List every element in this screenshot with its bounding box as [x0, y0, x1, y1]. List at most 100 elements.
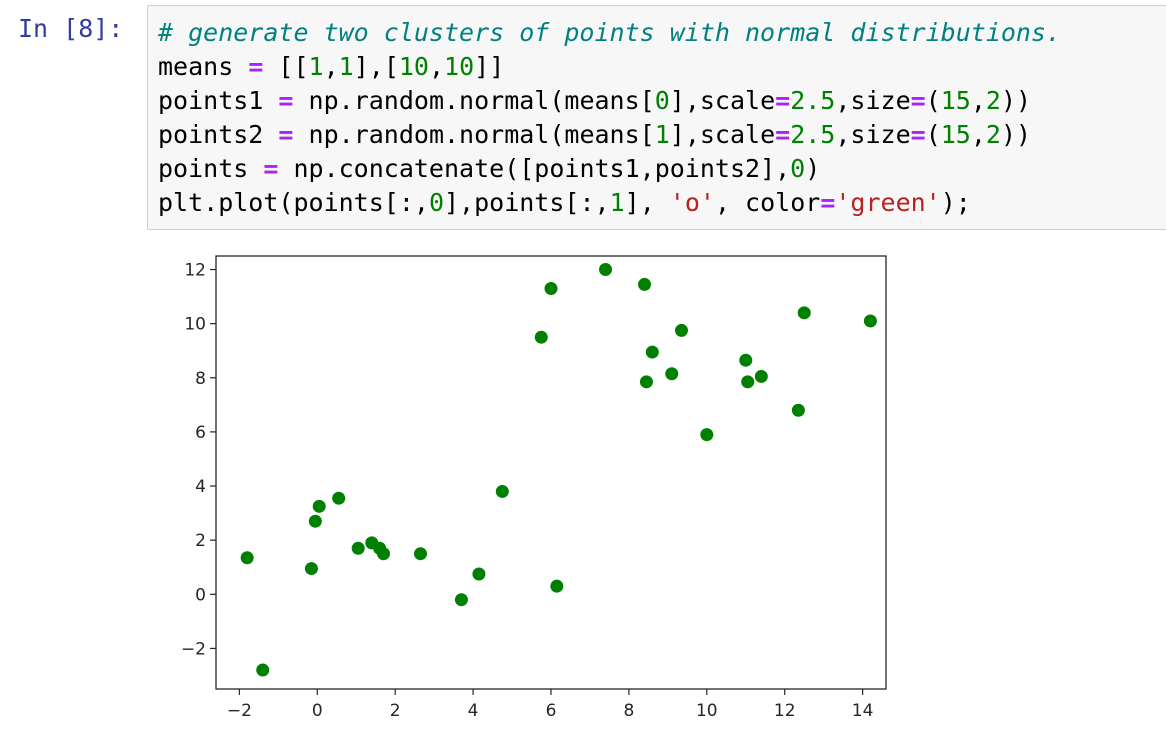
code-token: np.random.normal(means[: [293, 120, 655, 149]
code-editor[interactable]: # generate two clusters of points with n…: [158, 16, 1061, 220]
code-token: );: [940, 188, 971, 217]
code-token: 15: [940, 120, 971, 149]
code-line: points2 = np.random.normal(means[1],scal…: [158, 118, 1061, 152]
x-axis: −2 0 2 4 6 8 10 12 14: [227, 689, 874, 721]
code-token: ,: [970, 120, 986, 149]
code-token: (: [925, 120, 941, 149]
code-token: ],points[:,: [444, 188, 610, 217]
code-token: ],[: [353, 52, 399, 81]
x-tick-label: 14: [852, 701, 874, 721]
x-tick-label: 0: [312, 701, 323, 721]
code-token: 'green': [835, 188, 941, 217]
data-point: [454, 593, 468, 607]
data-point: [312, 499, 326, 513]
y-tick-label: 10: [184, 315, 206, 335]
data-point: [495, 484, 509, 498]
code-token: =: [910, 120, 926, 149]
x-tick-label: 8: [623, 701, 634, 721]
code-token: 0: [790, 154, 806, 183]
x-tick-label: 6: [546, 701, 557, 721]
data-point: [414, 547, 428, 561]
code-token: (: [925, 86, 941, 115]
code-line: means = [[1,1],[10,10]]: [158, 50, 1061, 84]
data-point: [332, 491, 346, 505]
code-token: )): [1000, 120, 1032, 149]
data-point: [739, 353, 753, 367]
code-token: =: [263, 154, 279, 183]
y-tick-label: 2: [195, 531, 206, 551]
data-point: [550, 579, 564, 593]
code-token: ]]: [474, 52, 505, 81]
data-point: [674, 323, 688, 337]
data-point: [240, 551, 254, 565]
code-token: )): [1000, 86, 1032, 115]
code-token: points1: [158, 86, 279, 115]
y-tick-label: 8: [195, 369, 206, 389]
data-point: [377, 547, 390, 561]
code-token: 'o': [669, 188, 715, 217]
code-token: =: [248, 52, 264, 81]
code-token: =: [278, 86, 294, 115]
code-token: ,: [428, 52, 445, 81]
code-token: =: [910, 86, 926, 115]
data-point: [754, 369, 768, 383]
x-tick-label: 10: [696, 701, 718, 721]
data-point: [665, 367, 679, 381]
y-tick-label: 4: [195, 477, 206, 497]
data-point: [700, 428, 714, 442]
scatter-plot: −2 0 2 4 6 8 10 12 14 −2 0 2 4 6 8 10 12: [181, 255, 887, 721]
code-token: =: [775, 120, 791, 149]
plot-frame: [215, 255, 887, 690]
cell-output: −2 0 2 4 6 8 10 12 14 −2 0 2 4 6 8 10 12: [150, 240, 910, 740]
code-line: # generate two clusters of points with n…: [158, 16, 1061, 50]
code-token: means: [158, 52, 249, 81]
code-token: , color: [714, 188, 821, 217]
code-token: 15: [940, 86, 971, 115]
x-tick-label: 4: [468, 701, 479, 721]
data-point: [645, 345, 659, 359]
code-token: =: [775, 86, 791, 115]
code-token: 0: [654, 86, 670, 115]
code-line: plt.plot(points[:,0],points[:,1], 'o', c…: [158, 186, 1061, 220]
code-line: points = np.concatenate([points1,points2…: [158, 152, 1061, 186]
data-point: [544, 281, 558, 295]
data-point: [599, 263, 613, 277]
code-token: points: [158, 154, 264, 183]
code-token: ],scale: [669, 86, 776, 115]
code-token: 10: [444, 52, 475, 81]
y-tick-label: 6: [195, 423, 206, 443]
code-line: points1 = np.random.normal(means[0],scal…: [158, 84, 1061, 118]
y-axis: −2 0 2 4 6 8 10 12: [181, 261, 216, 659]
code-token: 1: [308, 52, 324, 81]
data-point: [637, 277, 651, 291]
x-tick-label: 12: [774, 701, 796, 721]
data-point: [472, 567, 486, 581]
x-tick-label: 2: [390, 701, 401, 721]
code-token: ],: [624, 188, 670, 217]
code-token: 10: [398, 52, 429, 81]
code-token: ],scale: [669, 120, 776, 149]
cell-prompt: In [8]:: [18, 14, 124, 43]
code-token: # generate two clusters of points with n…: [158, 18, 1062, 47]
code-token: ): [805, 154, 821, 183]
code-token: 1: [609, 188, 625, 217]
data-point: [863, 314, 877, 328]
code-token: plt.plot(points[:,: [158, 188, 429, 217]
code-token: np.concatenate([points1,points2],: [278, 154, 791, 183]
data-point: [534, 330, 548, 344]
data-point: [308, 514, 322, 528]
code-token: 1: [654, 120, 670, 149]
code-cell-input[interactable]: # generate two clusters of points with n…: [147, 5, 1166, 230]
data-points: [240, 263, 877, 677]
code-token: 1: [338, 52, 354, 81]
code-token: 2: [985, 120, 1001, 149]
data-point: [351, 541, 365, 555]
code-token: =: [820, 188, 836, 217]
code-token: 0: [428, 188, 444, 217]
data-point: [741, 375, 755, 389]
data-point: [256, 663, 270, 677]
code-token: 2.5: [790, 86, 836, 115]
code-token: 2: [985, 86, 1001, 115]
code-token: points2: [158, 120, 279, 149]
code-token: 2.5: [790, 120, 836, 149]
